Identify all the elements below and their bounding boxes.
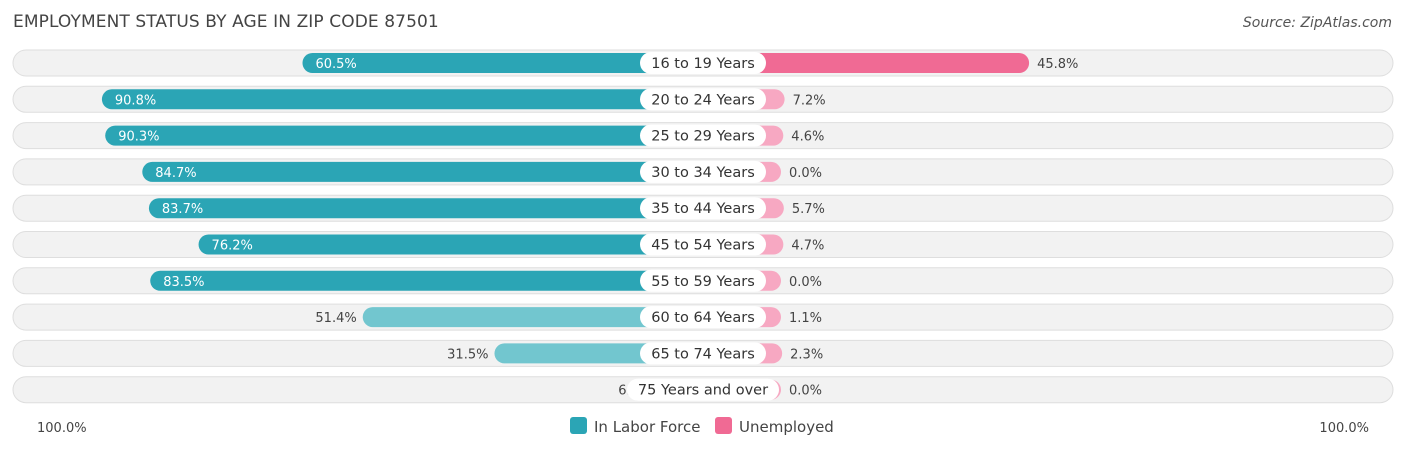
- category-label-box: [640, 306, 766, 329]
- category-label: 35 to 44 Years: [651, 201, 755, 217]
- labor-force-bar: [101, 89, 704, 110]
- category-label-box: [640, 269, 766, 292]
- category-label: 20 to 24 Years: [651, 92, 755, 108]
- labor-force-bar: [150, 270, 704, 291]
- labor-force-value-label: 90.3%: [118, 130, 159, 145]
- legend-swatch-in-labor-force: [570, 417, 587, 434]
- unemployed-value-label: 2.3%: [790, 347, 823, 362]
- category-label: 30 to 34 Years: [651, 165, 755, 181]
- unemployed-value-label: 0.0%: [789, 275, 822, 290]
- category-label-box: [640, 342, 766, 365]
- category-label-box: [627, 378, 779, 401]
- labor-force-value-label: 83.7%: [162, 202, 203, 217]
- labor-force-bar: [362, 307, 703, 328]
- legend-label-unemployed: Unemployed: [739, 418, 834, 436]
- labor-force-bar: [302, 53, 703, 73]
- category-label: 65 to 74 Years: [651, 346, 755, 362]
- labor-force-value-label: 51.4%: [315, 311, 356, 326]
- chart-title: EMPLOYMENT STATUS BY AGE IN ZIP CODE 875…: [13, 12, 439, 32]
- labor-force-value-label: 76.2%: [212, 239, 253, 254]
- category-label: 25 to 29 Years: [651, 129, 755, 145]
- legend-label-in-labor-force: In Labor Force: [594, 418, 700, 436]
- category-label: 60 to 64 Years: [651, 310, 755, 326]
- labor-force-value-label: 31.5%: [447, 347, 488, 362]
- category-label-box: [640, 233, 766, 256]
- source-note: Source: ZipAtlas.com: [1242, 15, 1392, 31]
- unemployed-value-label: 7.2%: [793, 93, 826, 108]
- unemployed-value-label: 45.8%: [1037, 57, 1078, 72]
- unemployed-value-label: 5.7%: [792, 202, 825, 217]
- labor-force-bar: [142, 161, 703, 182]
- labor-force-bar: [105, 125, 704, 146]
- category-label-box: [640, 160, 766, 183]
- legend-swatch-unemployed: [715, 417, 732, 434]
- unemployed-value-label: 0.0%: [789, 166, 822, 181]
- unemployed-value-label: 4.7%: [791, 239, 824, 254]
- category-label: 16 to 19 Years: [651, 56, 755, 72]
- category-label-box: [640, 124, 766, 147]
- category-label: 55 to 59 Years: [651, 274, 755, 290]
- category-label: 45 to 54 Years: [651, 238, 755, 254]
- axis-right-label: 100.0%: [1319, 421, 1369, 436]
- axis-left-label: 100.0%: [37, 421, 87, 436]
- unemployed-value-label: 4.6%: [791, 130, 824, 145]
- category-label-box: [640, 88, 766, 111]
- unemployed-bar: [703, 53, 1030, 73]
- labor-force-bar: [148, 198, 703, 219]
- category-label-box: [640, 52, 766, 74]
- labor-force-value-label: 60.5%: [315, 57, 356, 72]
- category-label: 75 Years and over: [638, 383, 768, 399]
- category-label-box: [640, 197, 766, 220]
- labor-force-bar: [198, 234, 703, 255]
- unemployed-value-label: 0.0%: [789, 384, 822, 399]
- unemployed-value-label: 1.1%: [789, 311, 822, 326]
- labor-force-value-label: 84.7%: [155, 166, 196, 181]
- labor-force-value-label: 90.8%: [115, 93, 156, 108]
- labor-force-value-label: 83.5%: [163, 275, 204, 290]
